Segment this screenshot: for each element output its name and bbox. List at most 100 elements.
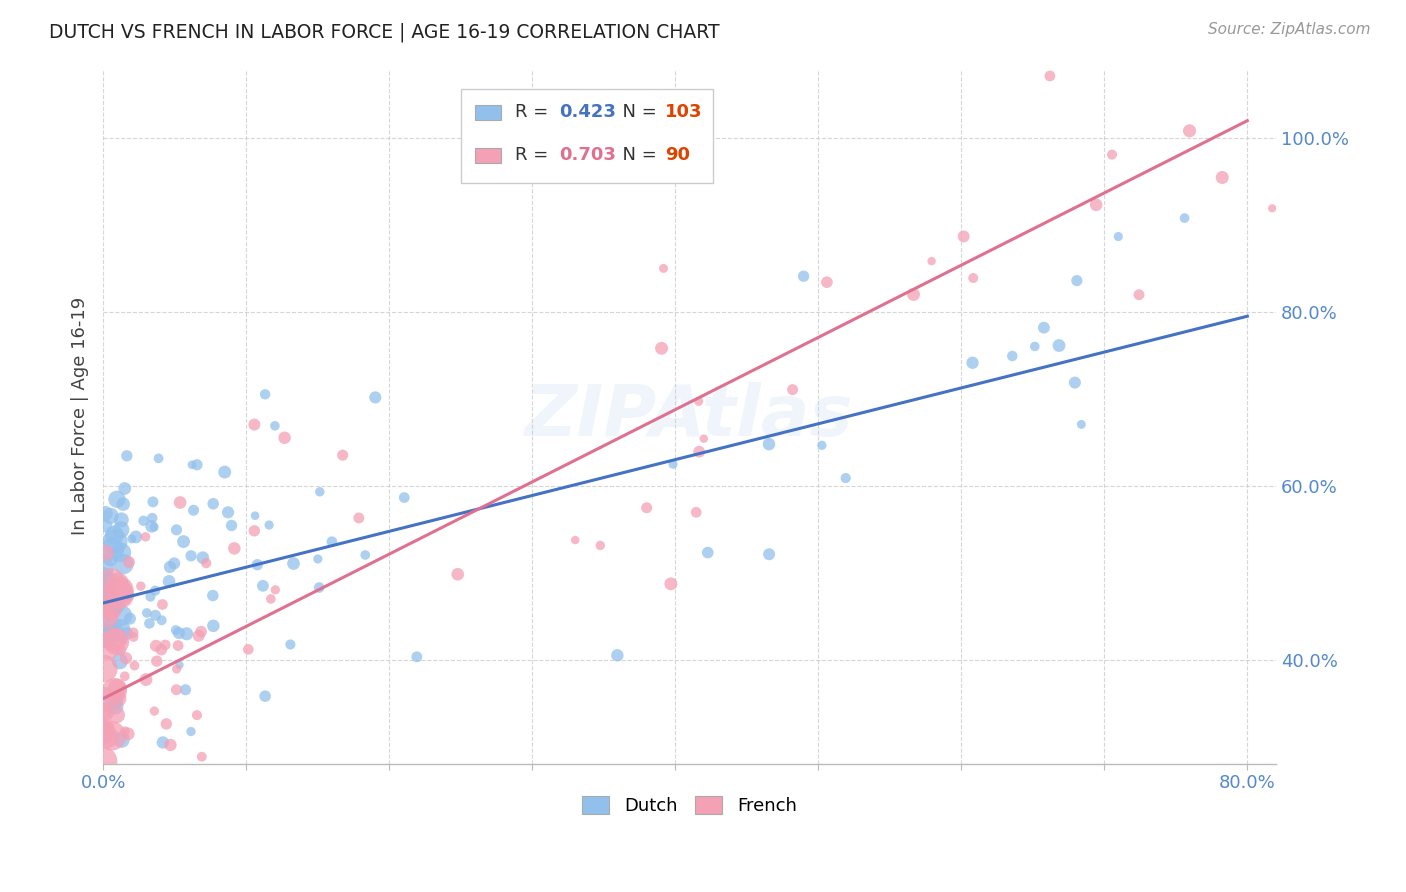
Point bbox=[187, 629, 209, 643]
Point bbox=[143, 583, 166, 598]
Point bbox=[264, 418, 287, 433]
Point bbox=[1047, 338, 1070, 352]
Point bbox=[1070, 417, 1092, 432]
Point bbox=[589, 538, 612, 552]
Point bbox=[1174, 211, 1197, 225]
Point bbox=[155, 638, 177, 652]
Point bbox=[105, 599, 128, 613]
Point bbox=[129, 579, 152, 593]
Text: R =: R = bbox=[515, 146, 554, 164]
Point bbox=[101, 541, 124, 556]
Point bbox=[201, 589, 224, 603]
Point bbox=[394, 491, 416, 505]
Point bbox=[108, 654, 131, 668]
Point bbox=[96, 599, 118, 613]
Point bbox=[260, 591, 283, 606]
Point bbox=[132, 514, 155, 528]
Point bbox=[97, 574, 120, 589]
Point bbox=[1241, 55, 1264, 70]
Point bbox=[811, 438, 834, 452]
Point bbox=[688, 394, 710, 409]
Point bbox=[97, 630, 120, 644]
Point bbox=[94, 581, 117, 595]
FancyBboxPatch shape bbox=[461, 89, 713, 183]
Point bbox=[1178, 124, 1201, 138]
Point bbox=[662, 457, 685, 471]
Point bbox=[903, 287, 925, 301]
Point bbox=[685, 505, 707, 519]
Point bbox=[124, 658, 146, 673]
Point bbox=[280, 638, 302, 652]
Point bbox=[112, 497, 135, 511]
Point bbox=[214, 465, 236, 479]
Point bbox=[91, 629, 114, 643]
Point bbox=[96, 596, 118, 610]
Point bbox=[159, 738, 181, 752]
Legend: Dutch, French: Dutch, French bbox=[574, 788, 806, 824]
Point bbox=[104, 699, 127, 714]
Point bbox=[190, 624, 212, 639]
Point bbox=[180, 549, 202, 563]
Point bbox=[1032, 320, 1054, 334]
Point bbox=[94, 589, 117, 603]
Point bbox=[159, 560, 181, 574]
Point bbox=[122, 782, 145, 797]
Point bbox=[96, 730, 118, 744]
Point bbox=[122, 630, 145, 644]
Point bbox=[169, 495, 191, 509]
Point bbox=[93, 722, 115, 736]
Point bbox=[91, 722, 114, 736]
Point bbox=[1001, 349, 1024, 363]
Point bbox=[169, 657, 191, 672]
Point bbox=[107, 586, 129, 600]
Point bbox=[180, 724, 202, 739]
Point bbox=[143, 704, 166, 718]
Point bbox=[176, 626, 198, 640]
Point bbox=[110, 513, 132, 527]
Point bbox=[174, 682, 197, 697]
Point bbox=[688, 444, 710, 458]
Point bbox=[217, 505, 239, 519]
Point bbox=[110, 582, 132, 597]
Point bbox=[243, 524, 266, 538]
Point bbox=[202, 497, 225, 511]
Point bbox=[114, 482, 136, 496]
Point bbox=[183, 503, 205, 517]
Point bbox=[93, 599, 115, 613]
Point bbox=[165, 682, 187, 697]
Point bbox=[145, 639, 167, 653]
Point bbox=[191, 749, 214, 764]
Point bbox=[114, 724, 136, 739]
Text: 0.423: 0.423 bbox=[560, 103, 616, 121]
Y-axis label: In Labor Force | Age 16-19: In Labor Force | Age 16-19 bbox=[72, 297, 89, 535]
Point bbox=[181, 458, 204, 472]
Point bbox=[1064, 376, 1087, 390]
Point bbox=[98, 607, 121, 621]
Point bbox=[141, 519, 163, 533]
Point bbox=[651, 341, 673, 355]
FancyBboxPatch shape bbox=[475, 104, 501, 120]
Point bbox=[103, 683, 125, 698]
Point bbox=[155, 717, 177, 731]
Point bbox=[135, 606, 157, 620]
Point bbox=[186, 708, 208, 723]
Point bbox=[693, 432, 716, 446]
Point bbox=[152, 735, 174, 749]
Point bbox=[243, 417, 266, 432]
Point bbox=[1101, 147, 1123, 161]
Point bbox=[100, 574, 122, 588]
Point bbox=[114, 669, 136, 683]
Point bbox=[308, 484, 330, 499]
Point bbox=[105, 634, 128, 648]
Point bbox=[103, 528, 125, 542]
Point bbox=[1128, 287, 1150, 301]
Text: N =: N = bbox=[612, 146, 662, 164]
Point bbox=[141, 511, 163, 525]
Point bbox=[94, 507, 117, 521]
Point bbox=[243, 508, 266, 523]
Point bbox=[962, 271, 984, 285]
Point bbox=[165, 623, 187, 637]
Point bbox=[257, 518, 280, 533]
Point bbox=[264, 582, 287, 597]
Point bbox=[405, 649, 427, 664]
